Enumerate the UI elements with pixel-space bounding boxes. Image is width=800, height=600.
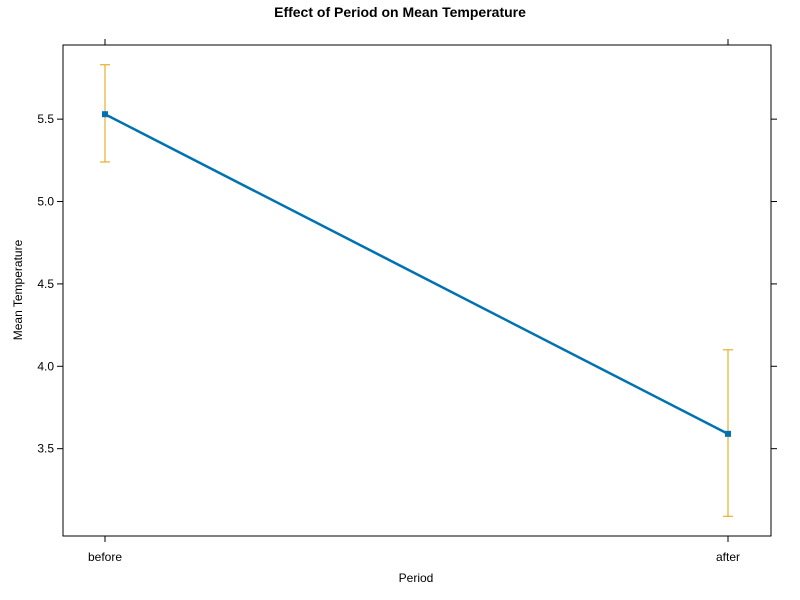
y-axis-label: Mean Temperature (11, 239, 25, 340)
series-line (104, 113, 729, 435)
data-point (102, 111, 108, 118)
y-tick-label: 3.5 (37, 442, 54, 456)
chart-title: Effect of Period on Mean Temperature (274, 4, 526, 20)
y-tick-label: 4.5 (37, 277, 54, 291)
x-tick-label: after (716, 550, 740, 564)
data-point (725, 430, 731, 437)
error-bars (100, 64, 733, 517)
y-axis: 3.5 4.0 4.5 5.0 5.5 (37, 112, 777, 456)
x-tick-label: before (88, 550, 122, 564)
y-tick-label: 4.0 (37, 359, 54, 373)
y-tick-label: 5.0 (37, 195, 54, 209)
plot-frame (62, 44, 772, 537)
y-tick-label: 5.5 (37, 112, 54, 126)
x-axis-label: Period (399, 571, 434, 585)
series-line-group (102, 111, 731, 437)
x-axis: before after (88, 39, 740, 564)
